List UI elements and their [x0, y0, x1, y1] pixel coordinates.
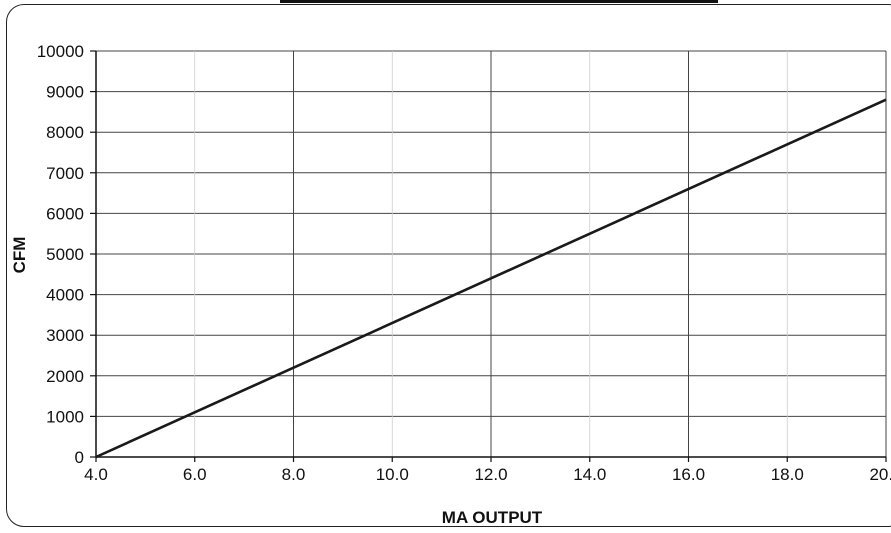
y-tick-label: 8000: [46, 123, 84, 142]
x-tick-label: 18.0: [771, 465, 804, 484]
x-tick-label: 6.0: [183, 465, 207, 484]
y-tick-label: 2000: [46, 367, 84, 386]
y-tick-label: 4000: [46, 286, 84, 305]
x-tick-label: 20.0: [869, 465, 891, 484]
x-tick-label: 4.0: [84, 465, 108, 484]
y-axis-title: CFM: [10, 237, 29, 274]
grid-lines: [90, 50, 887, 462]
x-tick-label: 8.0: [282, 465, 306, 484]
y-tick-label: 0: [75, 448, 84, 467]
series-line: [95, 98, 887, 459]
x-tick-label: 16.0: [672, 465, 705, 484]
y-tick-label: 1000: [46, 407, 84, 426]
x-tick-label: 10.0: [376, 465, 409, 484]
x-tick-labels: 4.0 6.0 8.0 10.0 12.0 14.0 16.0 18.0 20.0: [84, 465, 891, 484]
x-tick-label: 14.0: [573, 465, 606, 484]
top-rule: [280, 0, 718, 3]
y-tick-label: 6000: [46, 204, 84, 223]
y-tick-label: 7000: [46, 164, 84, 183]
y-tick-label: 10000: [37, 42, 84, 61]
y-tick-label: 3000: [46, 326, 84, 345]
y-tick-labels: 0 1000 2000 3000 4000 5000 6000 7000 8000 9000 100…: [37, 42, 84, 467]
chart-frame: [6, 4, 891, 527]
y-tick-label: 9000: [46, 83, 84, 102]
x-tick-label: 12.0: [474, 465, 507, 484]
series-layer: [95, 98, 887, 459]
y-tick-label: 5000: [46, 245, 84, 264]
x-axis-title: MA OUTPUT: [442, 508, 543, 527]
